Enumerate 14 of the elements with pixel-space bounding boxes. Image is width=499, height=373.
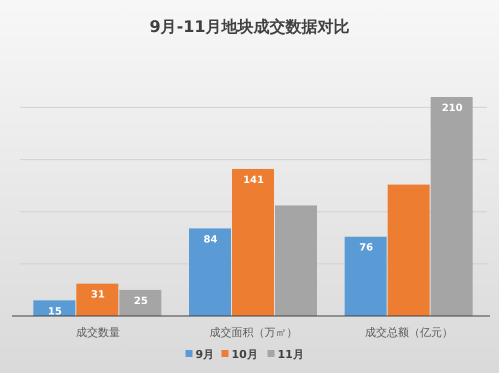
data-label: 25 [134,296,148,307]
legend-label: 10月 [232,348,258,361]
legend-label: 9月 [196,348,214,361]
data-label: 15 [48,306,62,318]
data-label: 84 [204,234,218,246]
legend-label: 11月 [278,348,304,361]
data-label: 141 [243,174,264,186]
data-label: 31 [90,290,105,301]
x-tick-label: 成交面积（万㎡） [210,326,298,339]
data-label: 210 [442,103,463,114]
x-tick-label: 成交总额（亿元） [365,326,454,339]
chart-title: 9月-11月地块成交数据对比 [149,17,350,36]
data-label: 76 [359,242,374,254]
x-tick-label: 成交数量 [76,326,120,339]
